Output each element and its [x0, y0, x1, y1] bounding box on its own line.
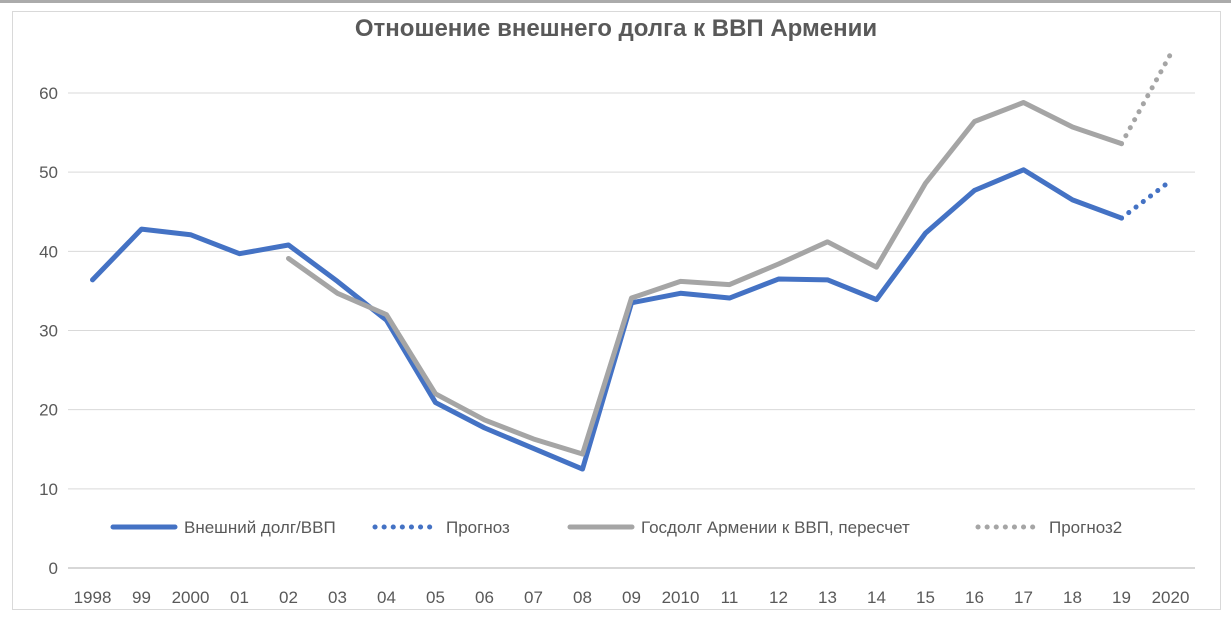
x-axis-labels: 1998 99 2000 01 02 03 04 05 06 07 08 09 2010 11 12 13 14…: [74, 588, 1190, 607]
y-tick-label: 10: [39, 480, 58, 499]
legend-item-2[interactable]: Госдолг Армении к ВВП, пересчет: [567, 518, 910, 537]
series-line-2[interactable]: [286, 100, 1124, 457]
x-tick-label: 14: [867, 588, 886, 607]
x-tick-label: 06: [475, 588, 494, 607]
y-tick-label: 50: [39, 163, 58, 182]
legend-label: Прогноз2: [1049, 518, 1122, 537]
chart-title[interactable]: Отношение внешнего долга к ВВП Армении: [355, 15, 877, 42]
x-tick-label: 2020: [1152, 588, 1190, 607]
legend-item-3[interactable]: Прогноз2: [975, 518, 1122, 537]
x-tick-label: 13: [818, 588, 837, 607]
legend-item-0[interactable]: Внешний долг/ВВП: [110, 518, 336, 537]
x-tick-label: 15: [916, 588, 935, 607]
y-tick-label: 40: [39, 242, 58, 261]
legend-label: Прогноз: [446, 518, 510, 537]
x-tick-label: 19: [1112, 588, 1131, 607]
y-tick-label: 30: [39, 322, 58, 341]
chart-frame: [12, 11, 1221, 610]
x-tick-label: 18: [1063, 588, 1082, 607]
legend-label: Госдолг Армении к ВВП, пересчет: [641, 518, 910, 537]
x-tick-label: 1998: [74, 588, 112, 607]
x-tick-label: 2000: [172, 588, 210, 607]
x-tick-label: 04: [377, 588, 396, 607]
x-tick-label: 17: [1014, 588, 1033, 607]
x-tick-label: 16: [965, 588, 984, 607]
window-top-edge: [0, 0, 1231, 3]
x-tick-label: 03: [328, 588, 347, 607]
x-tick-label: 07: [524, 588, 543, 607]
y-tick-label: 20: [39, 401, 58, 420]
x-tick-label: 09: [622, 588, 641, 607]
plot-series: [90, 51, 1173, 472]
series-line-1[interactable]: [1119, 178, 1173, 221]
x-tick-label: 12: [769, 588, 788, 607]
legend: Внешний долг/ВВП Прогноз Госдолг Армении к…: [110, 518, 1122, 537]
x-tick-label: 05: [426, 588, 445, 607]
x-tick-label: 2010: [662, 588, 700, 607]
series-line-0[interactable]: [90, 167, 1124, 472]
x-tick-label: 99: [132, 588, 151, 607]
x-tick-label: 02: [279, 588, 298, 607]
y-tick-label: 0: [49, 559, 58, 578]
series-line-3[interactable]: [1119, 51, 1173, 147]
legend-label: Внешний долг/ВВП: [184, 518, 336, 537]
x-tick-label: 08: [573, 588, 592, 607]
x-tick-label: 11: [721, 588, 739, 607]
y-tick-label: 60: [39, 84, 58, 103]
x-tick-label: 01: [230, 588, 249, 607]
legend-item-1[interactable]: Прогноз: [372, 518, 510, 537]
y-axis-labels: 0 10 20 30 40 50 60: [39, 84, 58, 578]
